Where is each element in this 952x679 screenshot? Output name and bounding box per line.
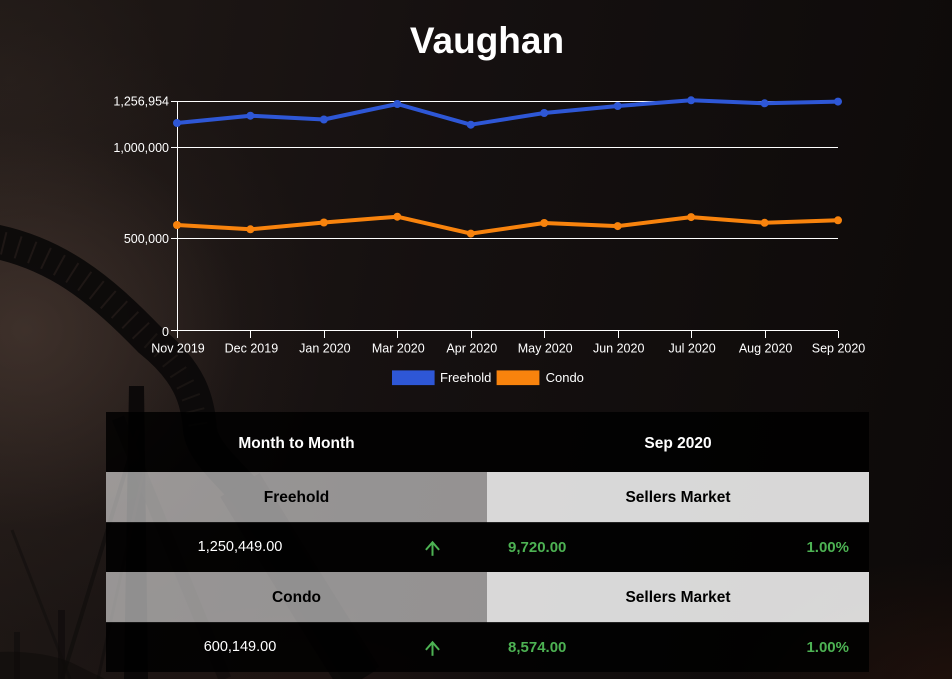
svg-text:May 2020: May 2020 <box>518 342 573 356</box>
svg-text:Jan 2020: Jan 2020 <box>299 342 350 356</box>
svg-text:Apr 2020: Apr 2020 <box>446 342 497 356</box>
svg-text:1,000,000: 1,000,000 <box>113 141 169 155</box>
svg-text:Aug 2020: Aug 2020 <box>739 342 793 356</box>
svg-text:1,256,954: 1,256,954 <box>113 95 169 109</box>
svg-text:Dec 2019: Dec 2019 <box>225 342 279 356</box>
svg-text:500,000: 500,000 <box>124 232 169 246</box>
svg-text:Freehold: Freehold <box>440 370 491 385</box>
svg-text:Jul 2020: Jul 2020 <box>668 342 715 356</box>
svg-text:0: 0 <box>162 325 169 339</box>
svg-text:Nov 2019: Nov 2019 <box>151 342 205 356</box>
svg-text:Sep 2020: Sep 2020 <box>812 342 866 356</box>
svg-text:Condo: Condo <box>546 370 584 385</box>
svg-text:Jun 2020: Jun 2020 <box>593 342 644 356</box>
svg-text:Mar 2020: Mar 2020 <box>372 342 425 356</box>
